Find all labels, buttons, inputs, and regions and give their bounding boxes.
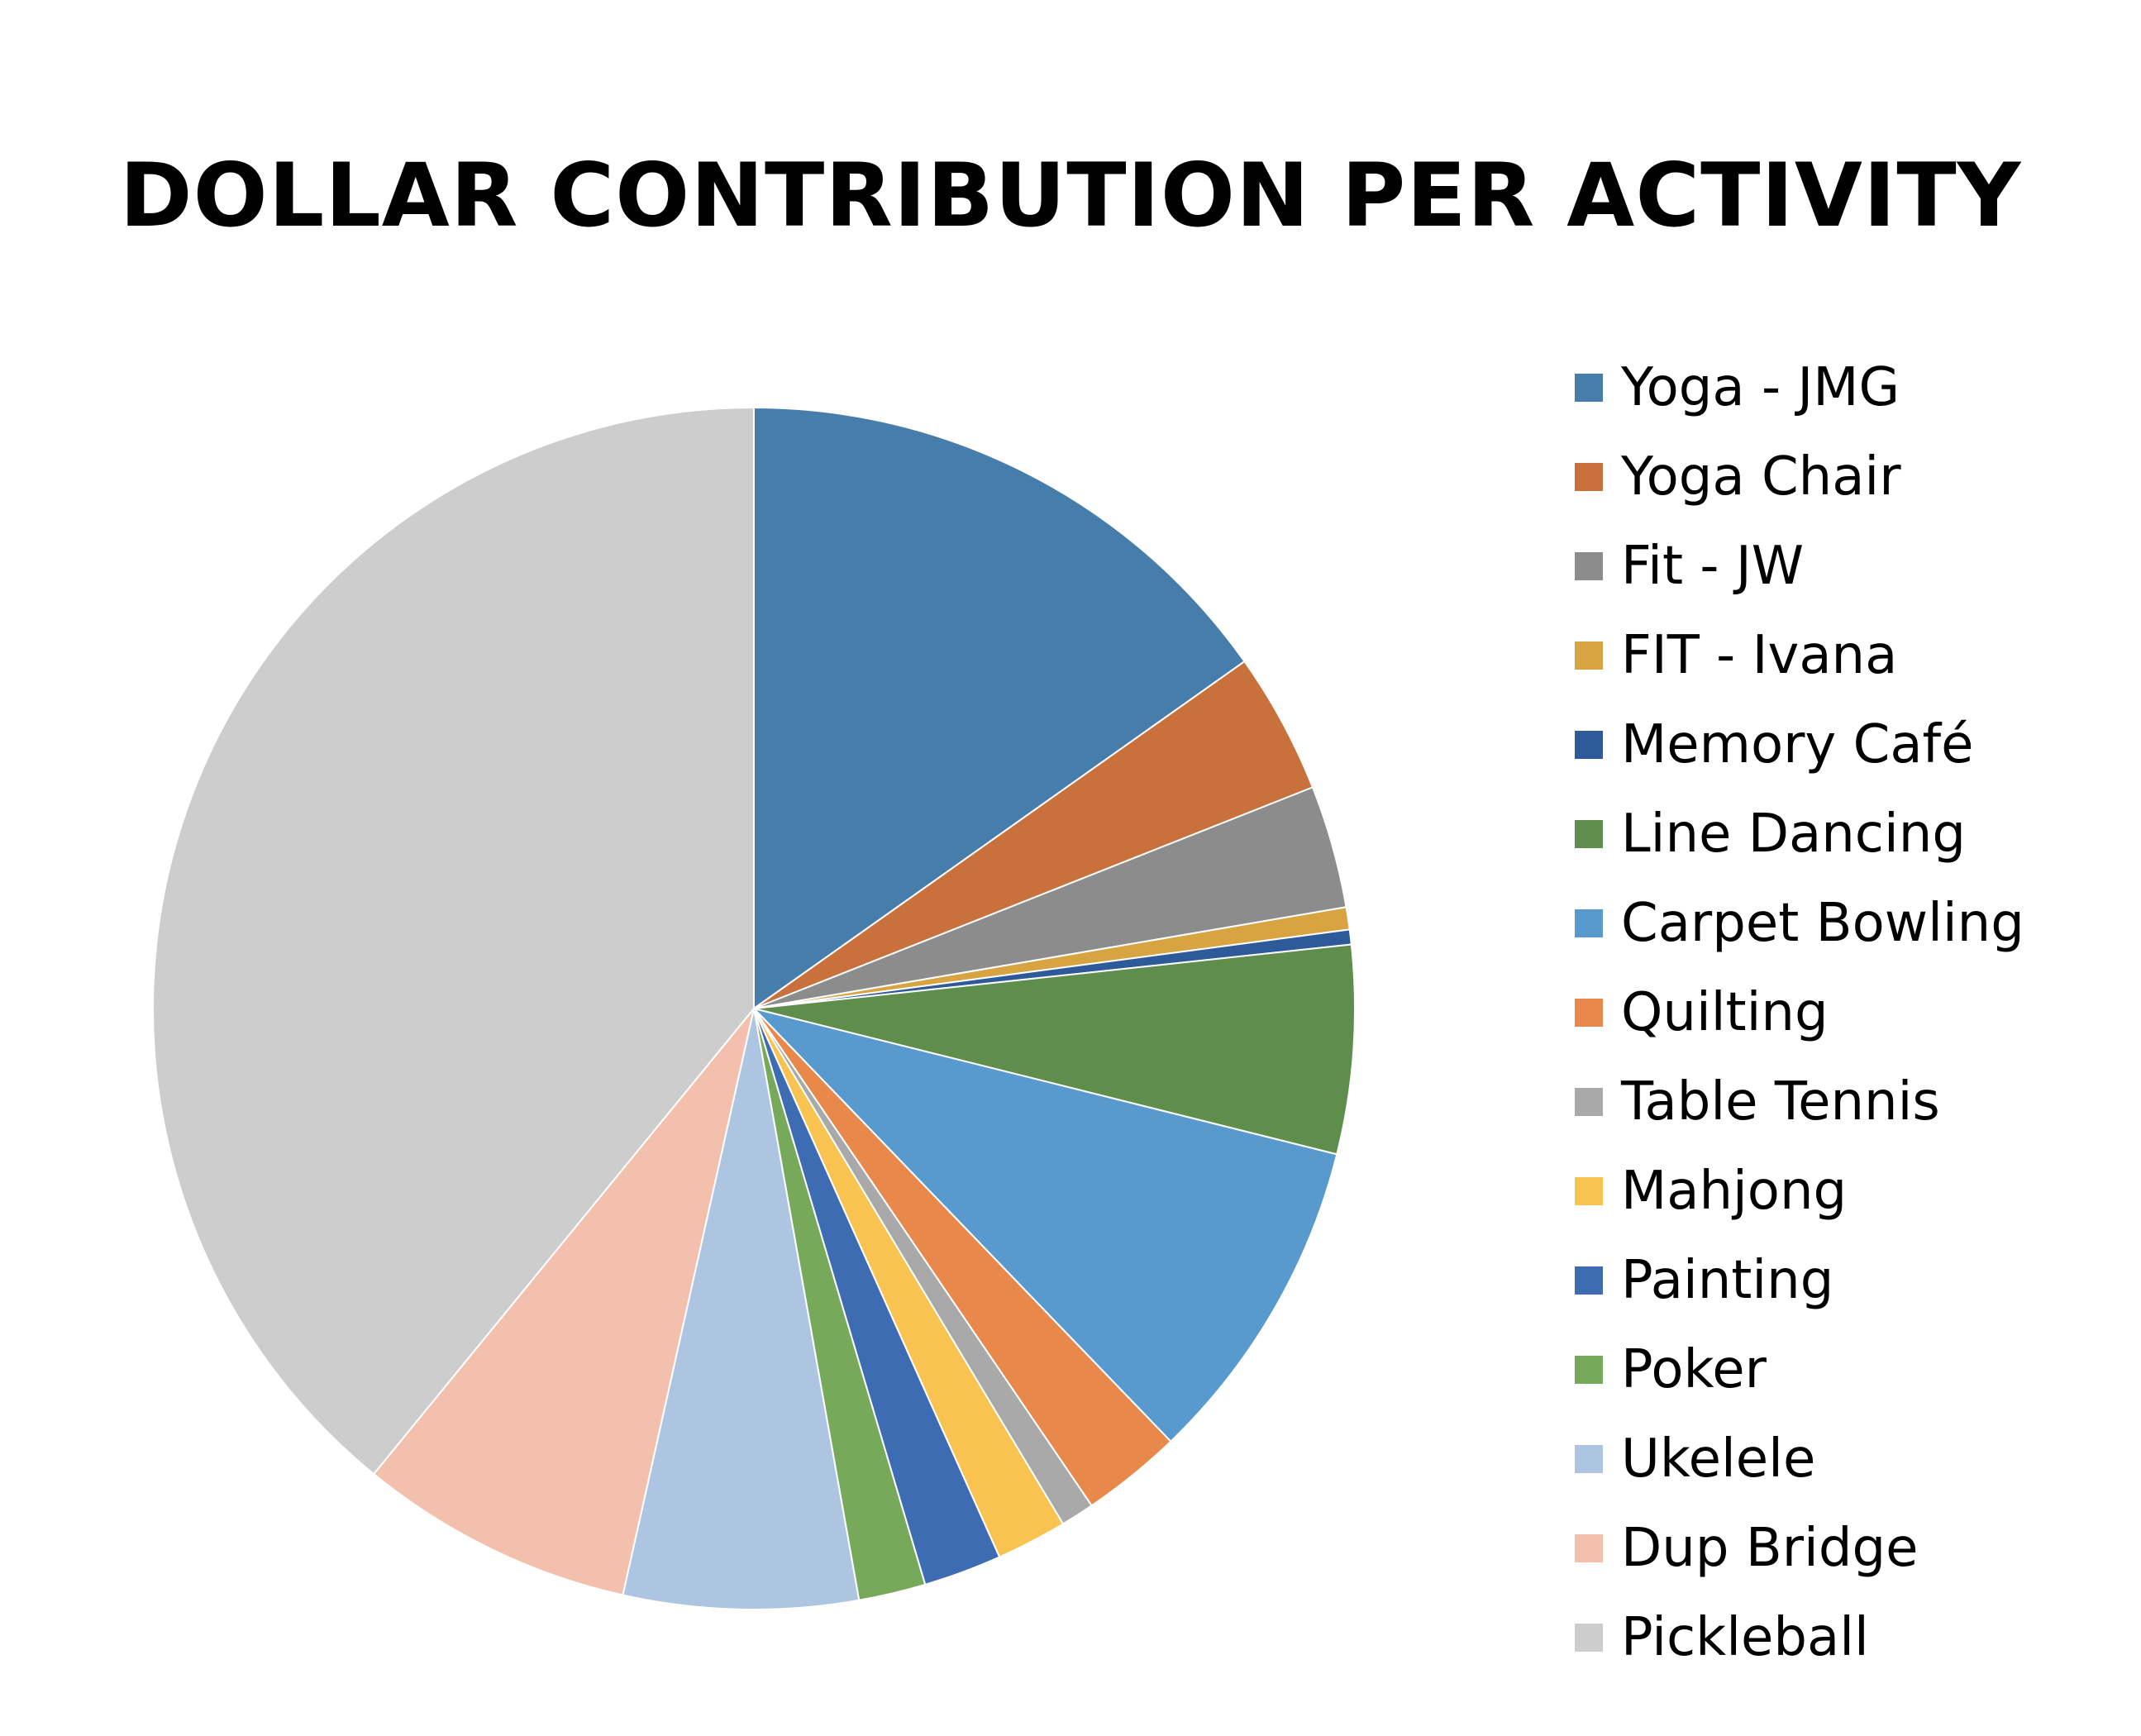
chart-title: DOLLAR CONTRIBUTION PER ACTIVITY (119, 145, 2022, 246)
legend-item-memory-cafe: Memory Café (1575, 700, 2024, 789)
legend-item-pickleball: Pickleball (1575, 1593, 2024, 1682)
legend-label: Pickleball (1621, 1607, 1869, 1668)
legend-swatch (1575, 463, 1603, 491)
legend-swatch (1575, 1445, 1603, 1473)
legend-swatch (1575, 1088, 1603, 1116)
legend-item-mahjong: Mahjong (1575, 1147, 2024, 1236)
legend-item-carpet-bowling: Carpet Bowling (1575, 879, 2024, 968)
pie-slice-line-dancing (753, 943, 1356, 1156)
legend-label: Fit - JW (1621, 536, 1804, 597)
legend-item-dup-bridge: Dup Bridge (1575, 1504, 2024, 1593)
legend-label: Mahjong (1621, 1161, 1848, 1222)
legend-label: Dup Bridge (1621, 1518, 1919, 1579)
legend-item-yoga-chair: Yoga Chair (1575, 432, 2024, 522)
pie-slice-yoga-jmg (753, 406, 1246, 1010)
legend-item-ukelele: Ukelele (1575, 1414, 2024, 1504)
legend-swatch (1575, 374, 1603, 402)
legend-label: Line Dancing (1621, 804, 1966, 865)
legend-label: Poker (1621, 1339, 1767, 1400)
pie-slice-dup-bridge (372, 1008, 755, 1596)
legend-swatch (1575, 552, 1603, 580)
pie-slice-pickleball (152, 406, 755, 1476)
legend-item-fit-jw: Fit - JW (1575, 522, 2024, 611)
chart-legend: Yoga - JMG Yoga Chair Fit - JW FIT - Ivana M… (1575, 343, 2024, 1682)
legend-label: Carpet Bowling (1621, 893, 2024, 954)
legend-label: Ukelele (1621, 1428, 1816, 1490)
legend-swatch (1575, 1177, 1603, 1205)
legend-swatch (1575, 1534, 1603, 1562)
legend-label: Yoga - JMG (1621, 357, 1900, 418)
pie-slices (152, 406, 1356, 1610)
legend-swatch (1575, 1356, 1603, 1384)
legend-label: Memory Café (1621, 714, 1974, 775)
legend-swatch (1575, 999, 1603, 1027)
legend-label: Quilting (1621, 982, 1829, 1043)
legend-label: Table Tennis (1621, 1071, 1940, 1133)
legend-label: Painting (1621, 1250, 1834, 1311)
legend-item-fit-ivana: FIT - Ivana (1575, 611, 2024, 700)
legend-swatch (1575, 1266, 1603, 1295)
legend-item-poker: Poker (1575, 1325, 2024, 1414)
legend-label: FIT - Ivana (1621, 625, 1898, 686)
legend-swatch (1575, 731, 1603, 759)
legend-item-painting: Painting (1575, 1236, 2024, 1325)
legend-swatch (1575, 641, 1603, 670)
legend-swatch (1575, 909, 1603, 937)
legend-item-quilting: Quilting (1575, 968, 2024, 1057)
legend-item-yoga-jmg: Yoga - JMG (1575, 343, 2024, 432)
legend-swatch (1575, 820, 1603, 848)
pie-slice-ukelele (622, 1008, 861, 1610)
legend-label: Yoga Chair (1621, 446, 1901, 508)
legend-swatch (1575, 1624, 1603, 1652)
legend-item-table-tennis: Table Tennis (1575, 1057, 2024, 1147)
pie-slice-carpet-bowling (751, 1007, 1338, 1443)
legend-item-line-dancing: Line Dancing (1575, 789, 2024, 879)
